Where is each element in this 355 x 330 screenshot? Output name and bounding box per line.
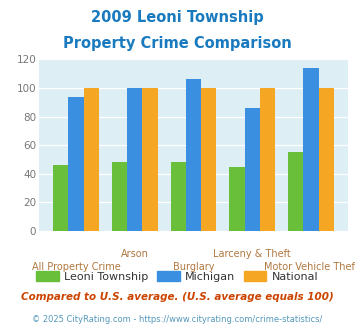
Text: Property Crime Comparison: Property Crime Comparison (63, 36, 292, 51)
Bar (318, 88, 334, 231)
Bar (53, 165, 69, 231)
Bar (142, 88, 158, 231)
Bar (170, 162, 186, 231)
Bar (69, 97, 84, 231)
Text: Arson: Arson (121, 249, 149, 259)
Bar (288, 152, 303, 231)
Bar (260, 88, 275, 231)
Bar (84, 88, 99, 231)
Text: Burglary: Burglary (173, 262, 214, 272)
Legend: Leoni Township, Michigan, National: Leoni Township, Michigan, National (32, 266, 323, 286)
Bar (127, 88, 142, 231)
Text: Larceny & Theft: Larceny & Theft (213, 249, 291, 259)
Bar (229, 167, 245, 231)
Text: © 2025 CityRating.com - https://www.cityrating.com/crime-statistics/: © 2025 CityRating.com - https://www.city… (32, 315, 323, 324)
Bar (245, 108, 260, 231)
Text: 2009 Leoni Township: 2009 Leoni Township (91, 10, 264, 25)
Bar (112, 162, 127, 231)
Bar (201, 88, 217, 231)
Bar (186, 80, 201, 231)
Text: All Property Crime: All Property Crime (32, 262, 120, 272)
Bar (303, 68, 318, 231)
Text: Motor Vehicle Theft: Motor Vehicle Theft (264, 262, 355, 272)
Text: Compared to U.S. average. (U.S. average equals 100): Compared to U.S. average. (U.S. average … (21, 292, 334, 302)
